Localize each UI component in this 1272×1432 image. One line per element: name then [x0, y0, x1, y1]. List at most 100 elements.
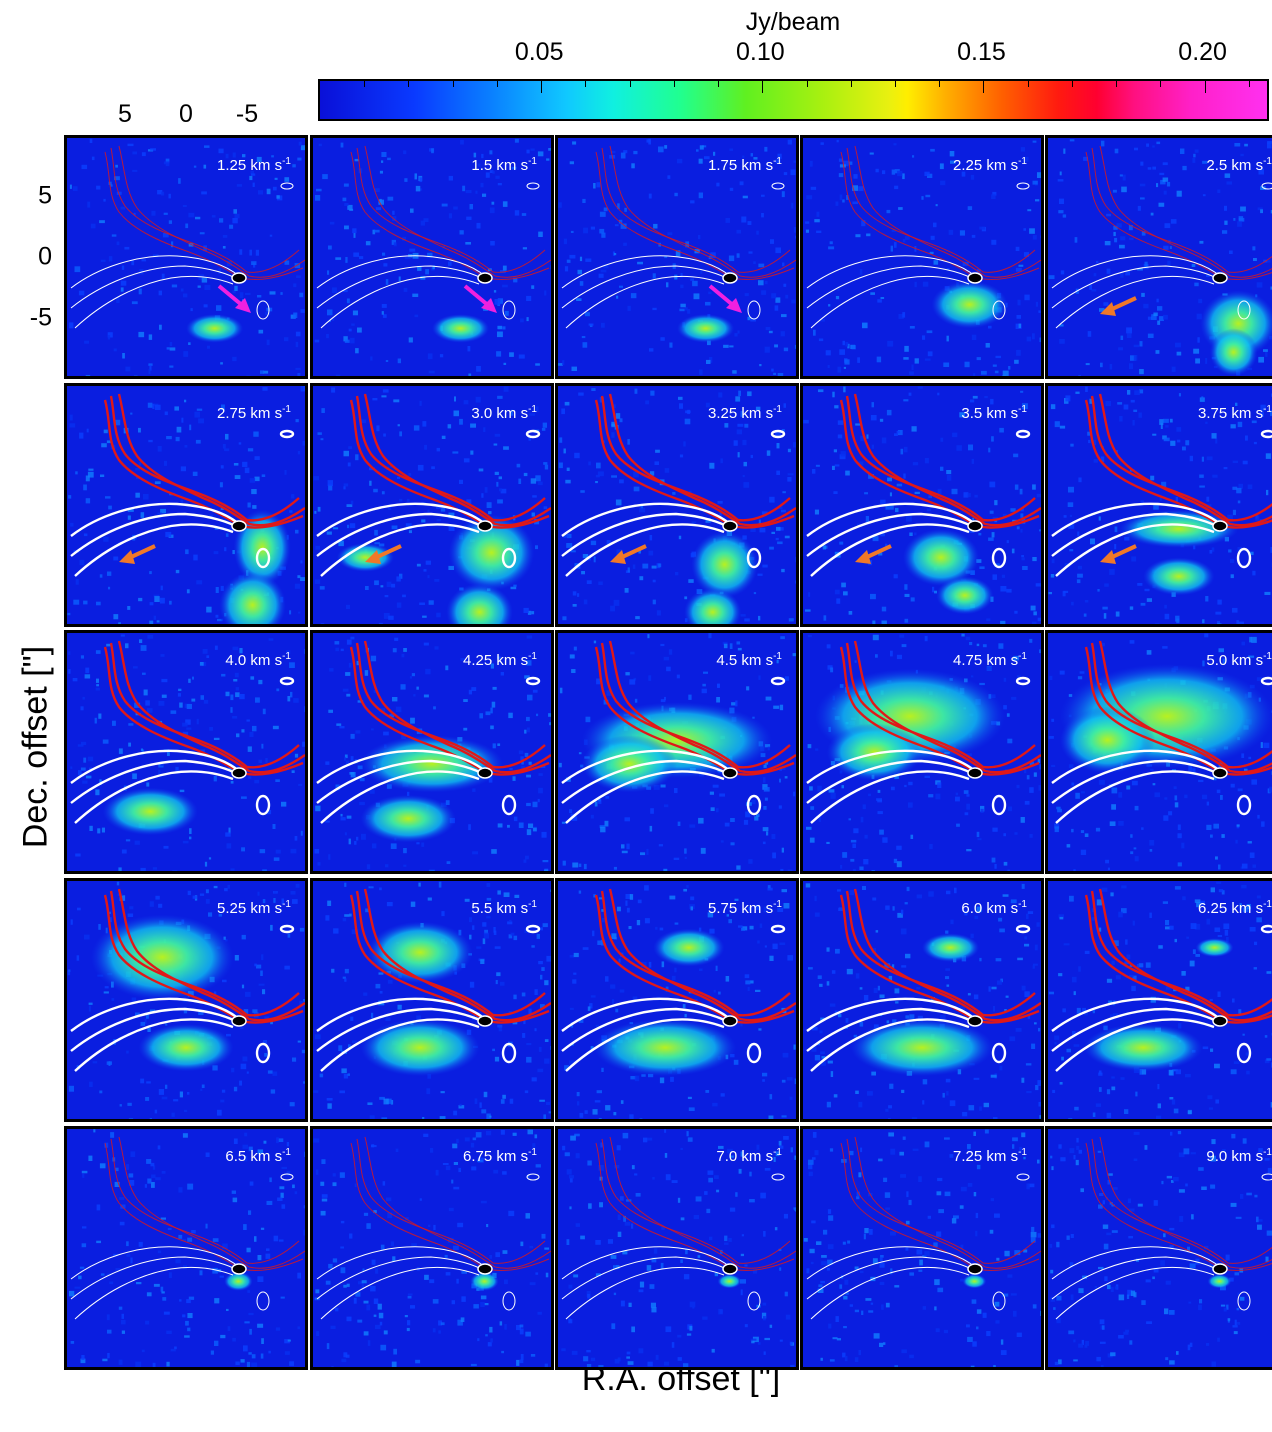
- channel-map: [558, 1129, 796, 1367]
- colorbar-minor-tick: [364, 81, 366, 87]
- velocity-value: 9.0: [1206, 1148, 1228, 1165]
- velocity-unit: km s: [741, 157, 774, 174]
- channel-panel: 2.25 km s-1: [800, 135, 1044, 379]
- velocity-unit: km s: [250, 405, 283, 422]
- colorbar-major-tick: [1204, 81, 1206, 93]
- ra-tick-label: 5: [118, 100, 132, 128]
- velocity-label: 1.75 km s-1: [708, 156, 782, 174]
- channel-map: [558, 633, 796, 871]
- channel-panel: 2.5 km s-1: [1045, 135, 1272, 379]
- channel-panel: 5.0 km s-1: [1045, 630, 1272, 874]
- velocity-unit-exponent: -1: [282, 651, 291, 662]
- velocity-unit-exponent: -1: [1018, 651, 1027, 662]
- velocity-value: 5.25: [217, 900, 247, 917]
- colorbar-major-tick: [762, 81, 764, 93]
- red-contours: [594, 393, 796, 529]
- central-source: [967, 1263, 983, 1275]
- velocity-unit-exponent: -1: [1263, 156, 1272, 167]
- emission-blob: [653, 928, 725, 967]
- velocity-label: 3.25 km s-1: [708, 404, 782, 422]
- red-contours: [104, 145, 305, 281]
- white-contours: [561, 676, 786, 824]
- colorbar-major-tick: [983, 81, 985, 93]
- velocity-value: 4.0: [225, 652, 247, 669]
- colorbar-label: Jy/beam: [745, 8, 841, 36]
- velocity-label: 4.0 km s-1: [225, 651, 291, 669]
- emission-blob: [931, 280, 1008, 329]
- white-contours: [561, 429, 786, 577]
- velocity-unit: km s: [1231, 1148, 1264, 1165]
- velocity-unit-exponent: -1: [1018, 899, 1027, 910]
- orange-arrow: [610, 544, 647, 564]
- central-source: [477, 1015, 493, 1027]
- velocity-unit: km s: [496, 405, 529, 422]
- velocity-label: 6.75 km s-1: [463, 1147, 537, 1165]
- red-contours: [1085, 145, 1272, 281]
- velocity-unit-exponent: -1: [773, 899, 782, 910]
- channel-map: [803, 881, 1041, 1119]
- channel-panel: 4.25 km s-1: [310, 630, 554, 874]
- colorbar-minor-tick: [718, 81, 720, 87]
- channel-panel: 7.0 km s-1: [555, 1126, 799, 1370]
- velocity-unit-exponent: -1: [282, 899, 291, 910]
- emission-blob: [448, 514, 535, 591]
- velocity-label: 3.0 km s-1: [471, 404, 537, 422]
- emission-blob: [432, 314, 490, 343]
- channel-map: [67, 138, 305, 376]
- central-source: [231, 272, 247, 284]
- emission: [684, 531, 758, 624]
- central-source: [477, 520, 493, 532]
- emission: [219, 509, 291, 624]
- velocity-unit: km s: [250, 900, 283, 917]
- colorbar-minor-tick: [1116, 81, 1118, 87]
- velocity-unit: km s: [496, 652, 529, 669]
- white-contours: [1051, 924, 1272, 1072]
- emission: [1207, 1274, 1232, 1289]
- channel-map: [313, 138, 551, 376]
- emission-blob: [581, 735, 677, 793]
- emission-blob: [677, 314, 735, 343]
- ra-tick-label: 0: [179, 100, 193, 128]
- orange-arrow: [1100, 544, 1137, 564]
- red-contours: [839, 640, 1041, 776]
- colorbar-tick-label: 0.05: [514, 38, 564, 66]
- emission-blob: [1143, 557, 1215, 596]
- white-contours: [806, 182, 1030, 329]
- white-contours: [316, 924, 541, 1072]
- emission-blob: [922, 933, 980, 962]
- red-contours: [594, 888, 796, 1024]
- emission-blob: [902, 528, 980, 586]
- red-contours: [839, 888, 1041, 1024]
- colorbar-minor-tick: [1160, 81, 1162, 87]
- central-source: [967, 1015, 983, 1027]
- velocity-unit-exponent: -1: [1263, 1147, 1272, 1158]
- velocity-value: 1.5: [471, 157, 493, 174]
- channel-map: [67, 881, 305, 1119]
- central-source: [231, 767, 247, 779]
- emission-blob: [90, 914, 234, 1000]
- channel-panel: 5.75 km s-1: [555, 878, 799, 1122]
- emission: [850, 933, 994, 1077]
- emission-blob: [1195, 938, 1234, 958]
- central-source: [1212, 767, 1228, 779]
- colorbar-tick-label: 0.20: [1178, 38, 1227, 66]
- velocity-label: 2.5 km s-1: [1206, 156, 1272, 174]
- channel-map: [313, 881, 551, 1119]
- velocity-unit: km s: [250, 652, 283, 669]
- colorbar: [318, 79, 1269, 121]
- velocity-value: 6.25: [1198, 900, 1228, 917]
- central-source: [1212, 1015, 1228, 1027]
- central-source: [967, 520, 983, 532]
- dec-tick-label: 0: [38, 242, 52, 271]
- channel-map: [1048, 138, 1272, 376]
- magenta-arrow: [217, 284, 251, 313]
- emission-blob: [186, 314, 244, 343]
- channel-map: [558, 881, 796, 1119]
- emission-blob: [102, 787, 198, 836]
- velocity-unit: km s: [250, 157, 283, 174]
- red-contours: [840, 145, 1041, 281]
- velocity-value: 7.25: [953, 1148, 983, 1165]
- velocity-label: 4.5 km s-1: [716, 651, 782, 669]
- white-contours: [806, 924, 1031, 1072]
- velocity-label: 6.5 km s-1: [225, 1147, 291, 1165]
